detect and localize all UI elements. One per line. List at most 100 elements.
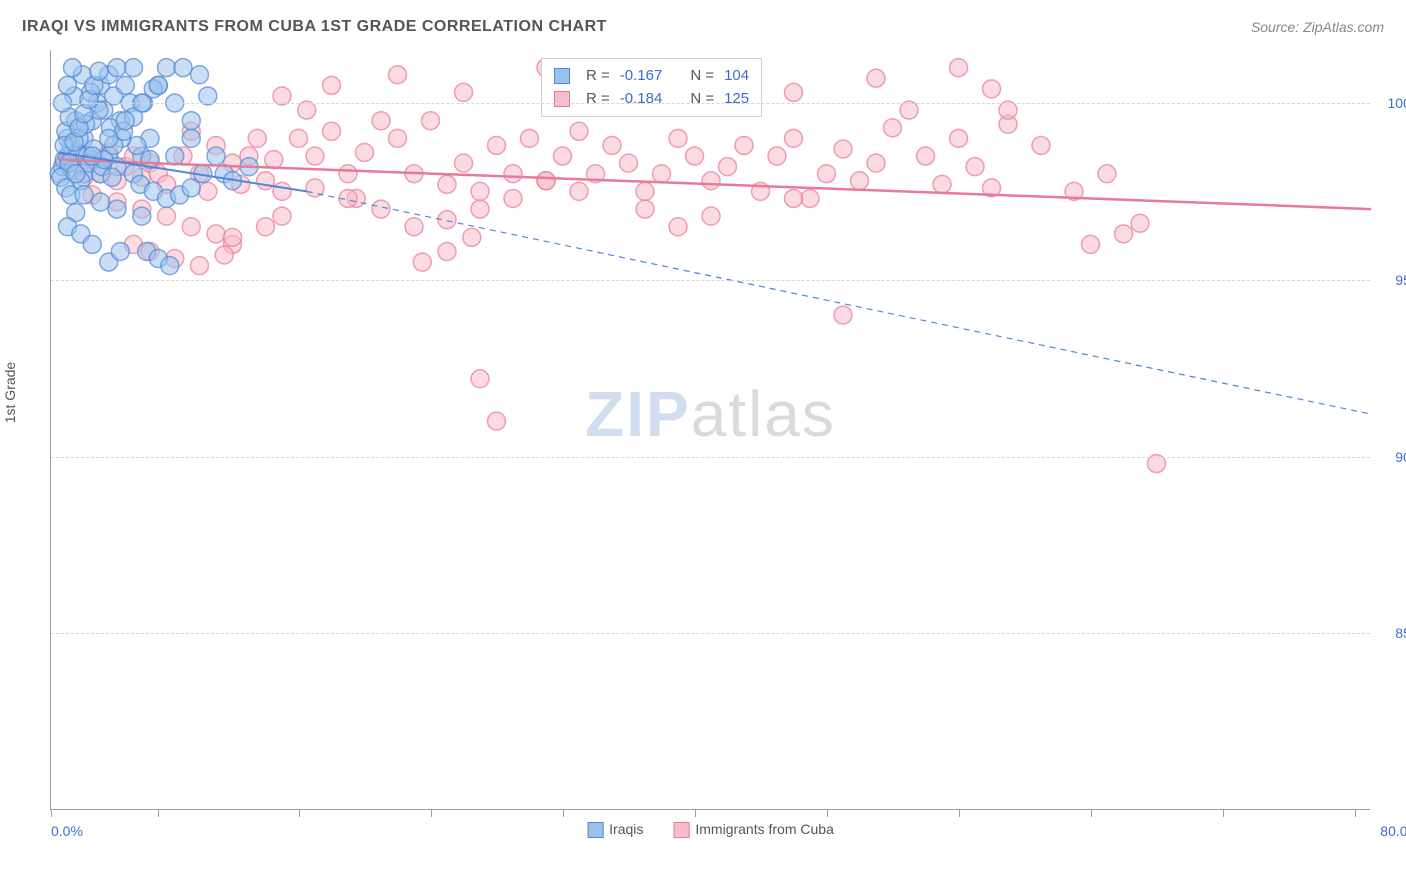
chart-title: IRAQI VS IMMIGRANTS FROM CUBA 1ST GRADE … (22, 18, 607, 36)
scatter-point (174, 59, 192, 77)
x-tick (959, 809, 960, 817)
r-label: R = (586, 65, 610, 88)
scatter-point (191, 257, 209, 275)
scatter-point (537, 172, 555, 190)
scatter-point (90, 62, 108, 80)
gridline-h (51, 633, 1370, 634)
n-label: N = (690, 65, 714, 88)
scatter-point (306, 147, 324, 165)
scatter-point (719, 158, 737, 176)
scatter-point (182, 129, 200, 147)
y-tick-label: 90.0% (1395, 449, 1406, 465)
scatter-point (191, 66, 209, 84)
scatter-point (636, 200, 654, 218)
scatter-point (166, 147, 184, 165)
scatter-point (92, 193, 110, 211)
scatter-point (125, 59, 143, 77)
y-tick-label: 95.0% (1395, 272, 1406, 288)
scatter-point (1098, 165, 1116, 183)
scatter-point (1082, 235, 1100, 253)
scatter-point (455, 154, 473, 172)
scatter-point (67, 165, 85, 183)
scatter-point (438, 175, 456, 193)
legend-item: Immigrants from Cuba (673, 821, 833, 839)
bottom-legend: Iraqis Immigrants from Cuba (587, 821, 834, 839)
scatter-point (75, 186, 93, 204)
n-value: 104 (724, 65, 749, 88)
x-tick (1355, 809, 1356, 817)
scatter-point (265, 151, 283, 169)
r-label: R = (586, 88, 610, 111)
correlation-row: R =-0.184N =125 (554, 88, 749, 111)
chart-container: IRAQI VS IMMIGRANTS FROM CUBA 1ST GRADE … (0, 0, 1406, 892)
y-axis-label: 1st Grade (2, 362, 18, 423)
scatter-point (471, 200, 489, 218)
scatter-point (438, 242, 456, 260)
scatter-point (103, 168, 121, 186)
scatter-point (224, 228, 242, 246)
scatter-point (620, 154, 638, 172)
correlation-row: R = -0.167 N = 104 (554, 65, 749, 88)
scatter-point (83, 235, 101, 253)
scatter-point (834, 306, 852, 324)
scatter-point (521, 129, 539, 147)
scatter-point (273, 207, 291, 225)
x-tick (51, 809, 52, 817)
scatter-point (108, 200, 126, 218)
scatter-point (273, 182, 291, 200)
scatter-point (372, 112, 390, 130)
scatter-point (372, 200, 390, 218)
y-tick-label: 100.0% (1388, 95, 1406, 111)
scatter-point (785, 189, 803, 207)
n-value: 125 (724, 88, 749, 111)
scatter-point (488, 412, 506, 430)
scatter-point (59, 76, 77, 94)
scatter-point (463, 228, 481, 246)
scatter-point (257, 172, 275, 190)
scatter-point (149, 76, 167, 94)
scatter-point (867, 154, 885, 172)
legend-swatch (587, 822, 603, 838)
scatter-point (455, 83, 473, 101)
scatter-point (108, 59, 126, 77)
x-tick (695, 809, 696, 817)
scatter-point (570, 122, 588, 140)
legend-label: Immigrants from Cuba (695, 821, 833, 837)
scatter-point (636, 182, 654, 200)
scatter-point (323, 76, 341, 94)
x-tick (1091, 809, 1092, 817)
scatter-point (199, 182, 217, 200)
scatter-point (603, 136, 621, 154)
scatter-point (1115, 225, 1133, 243)
scatter-point (413, 253, 431, 271)
x-tick (563, 809, 564, 817)
scatter-point (570, 182, 588, 200)
scatter-point (207, 147, 225, 165)
scatter-point (182, 218, 200, 236)
x-tick (431, 809, 432, 817)
correlation-box: R = -0.167 N = 104R =-0.184N =125 (541, 58, 762, 117)
scatter-point (215, 246, 233, 264)
scatter-point (248, 129, 266, 147)
plot-area: ZIPatlas R =-0.167N =104R =-0.184N =125 … (50, 50, 1370, 810)
r-value: -0.167 (620, 65, 663, 88)
scatter-point (917, 147, 935, 165)
x-tick (827, 809, 828, 817)
scatter-point (182, 112, 200, 130)
scatter-point (867, 69, 885, 87)
scatter-point (471, 370, 489, 388)
scatter-point (983, 80, 1001, 98)
legend-item: Iraqis (587, 821, 643, 839)
scatter-point (884, 119, 902, 137)
scatter-point (735, 136, 753, 154)
chart-header: IRAQI VS IMMIGRANTS FROM CUBA 1ST GRADE … (22, 18, 1384, 36)
scatter-point (950, 129, 968, 147)
scatter-point (785, 129, 803, 147)
scatter-point (504, 189, 522, 207)
gridline-h (51, 280, 1370, 281)
scatter-point (966, 158, 984, 176)
trend-line (307, 191, 1371, 414)
legend-swatch (673, 822, 689, 838)
scatter-point (116, 112, 134, 130)
y-tick-label: 85.0% (1395, 625, 1406, 641)
